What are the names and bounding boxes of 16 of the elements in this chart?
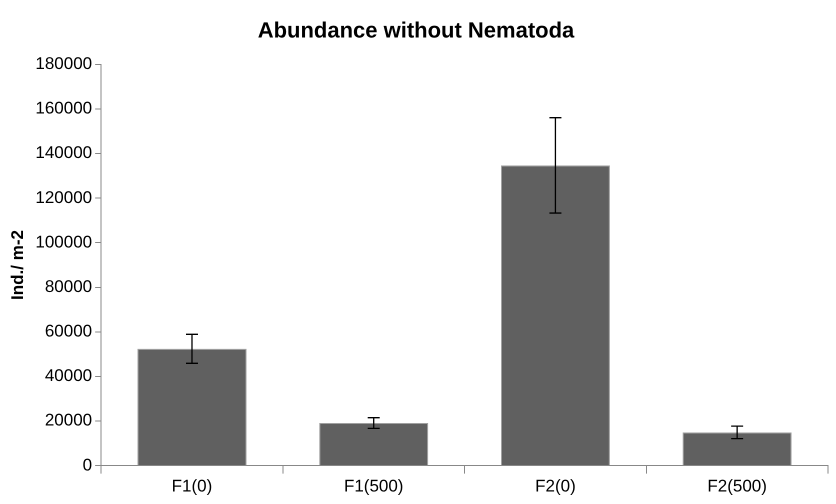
y-tick-label: 40000 xyxy=(44,366,92,386)
y-tick-label: 20000 xyxy=(44,410,92,430)
y-tick-label: 160000 xyxy=(35,98,92,118)
x-tick-label: F2(500) xyxy=(707,476,767,496)
y-tick-label: 0 xyxy=(82,455,92,474)
y-tick-label: 100000 xyxy=(35,232,92,252)
y-tick-label: 120000 xyxy=(35,188,92,207)
x-tick-label: F1(500) xyxy=(344,476,404,496)
x-tick-label: F2(0) xyxy=(535,476,576,496)
y-tick-label: 80000 xyxy=(44,276,92,296)
y-tick-label: 140000 xyxy=(35,143,92,162)
x-tick-label: F1(0) xyxy=(172,476,212,496)
y-axis-title: Ind./ m-2 xyxy=(8,230,27,300)
y-tick-label: 60000 xyxy=(44,322,92,341)
y-tick-label: 180000 xyxy=(35,54,92,74)
chart-title: Abundance without Nematoda xyxy=(258,17,576,42)
